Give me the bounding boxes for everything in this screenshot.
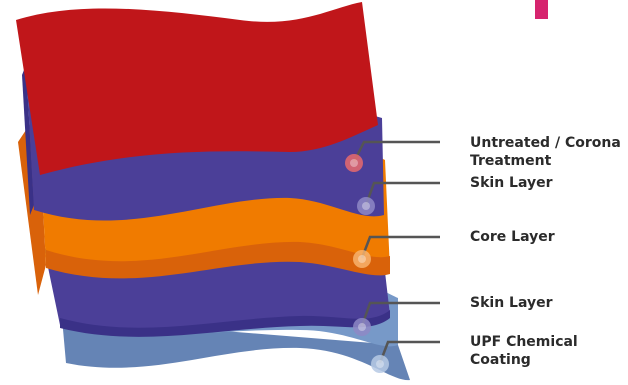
label-untreated-line1: Untreated / Corona (470, 135, 621, 151)
label-core: Core Layer (470, 229, 555, 245)
label-skin-bottom: Skin Layer (470, 295, 553, 311)
marker-dot-core (353, 250, 371, 268)
marker-dots (345, 154, 389, 373)
label-upf-line1: UPF Chemical (470, 334, 578, 350)
label-upf-line2: Coating (470, 352, 531, 368)
marker-dot-skin-bottom (353, 318, 371, 336)
marker-dot-untreated (345, 154, 363, 172)
label-skin-top: Skin Layer (470, 175, 553, 191)
layer-labels: Untreated / Corona Treatment Skin Layer … (470, 135, 621, 368)
accent-mark (535, 0, 548, 19)
marker-dot-upf (371, 355, 389, 373)
label-untreated-line2: Treatment (470, 153, 552, 169)
untreated-layer (16, 2, 378, 175)
marker-dot-skin-top (357, 197, 375, 215)
